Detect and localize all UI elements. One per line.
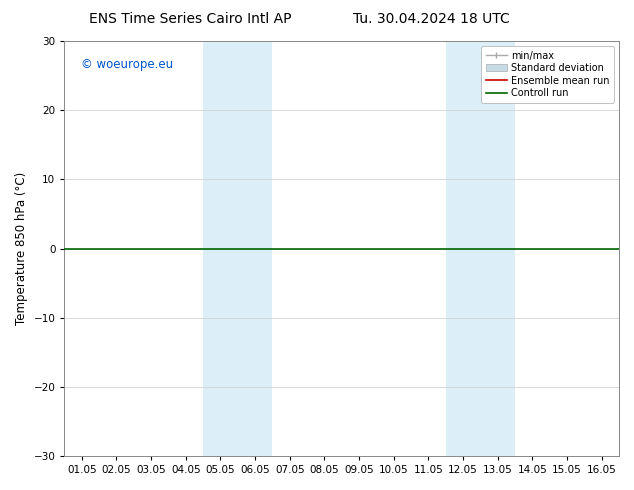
Y-axis label: Temperature 850 hPa (°C): Temperature 850 hPa (°C): [15, 172, 28, 325]
Legend: min/max, Standard deviation, Ensemble mean run, Controll run: min/max, Standard deviation, Ensemble me…: [481, 46, 614, 103]
Bar: [446, 41, 515, 456]
Text: © woeurope.eu: © woeurope.eu: [81, 58, 173, 71]
Text: Tu. 30.04.2024 18 UTC: Tu. 30.04.2024 18 UTC: [353, 12, 510, 26]
Text: ENS Time Series Cairo Intl AP: ENS Time Series Cairo Intl AP: [89, 12, 292, 26]
Bar: [203, 41, 273, 456]
